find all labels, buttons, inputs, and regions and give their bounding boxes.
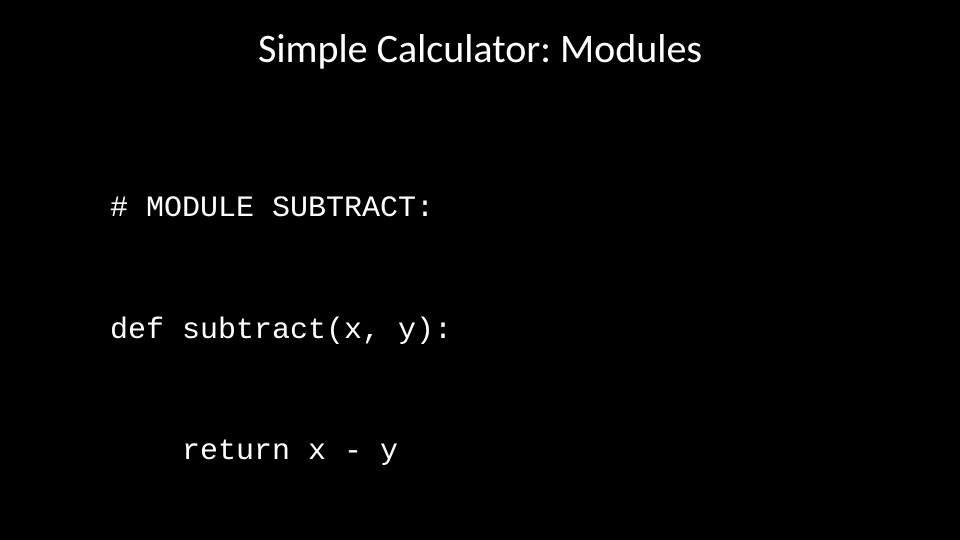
slide-container: Simple Calculator: Modules # MODULE SUBT… bbox=[0, 0, 960, 540]
code-line: # MODULE SUBTRACT: bbox=[110, 189, 452, 230]
code-line: return x - y bbox=[110, 432, 452, 473]
code-block: # MODULE SUBTRACT: def subtract(x, y): r… bbox=[110, 108, 452, 540]
code-line: def subtract(x, y): bbox=[110, 311, 452, 352]
slide-title: Simple Calculator: Modules bbox=[0, 24, 960, 73]
